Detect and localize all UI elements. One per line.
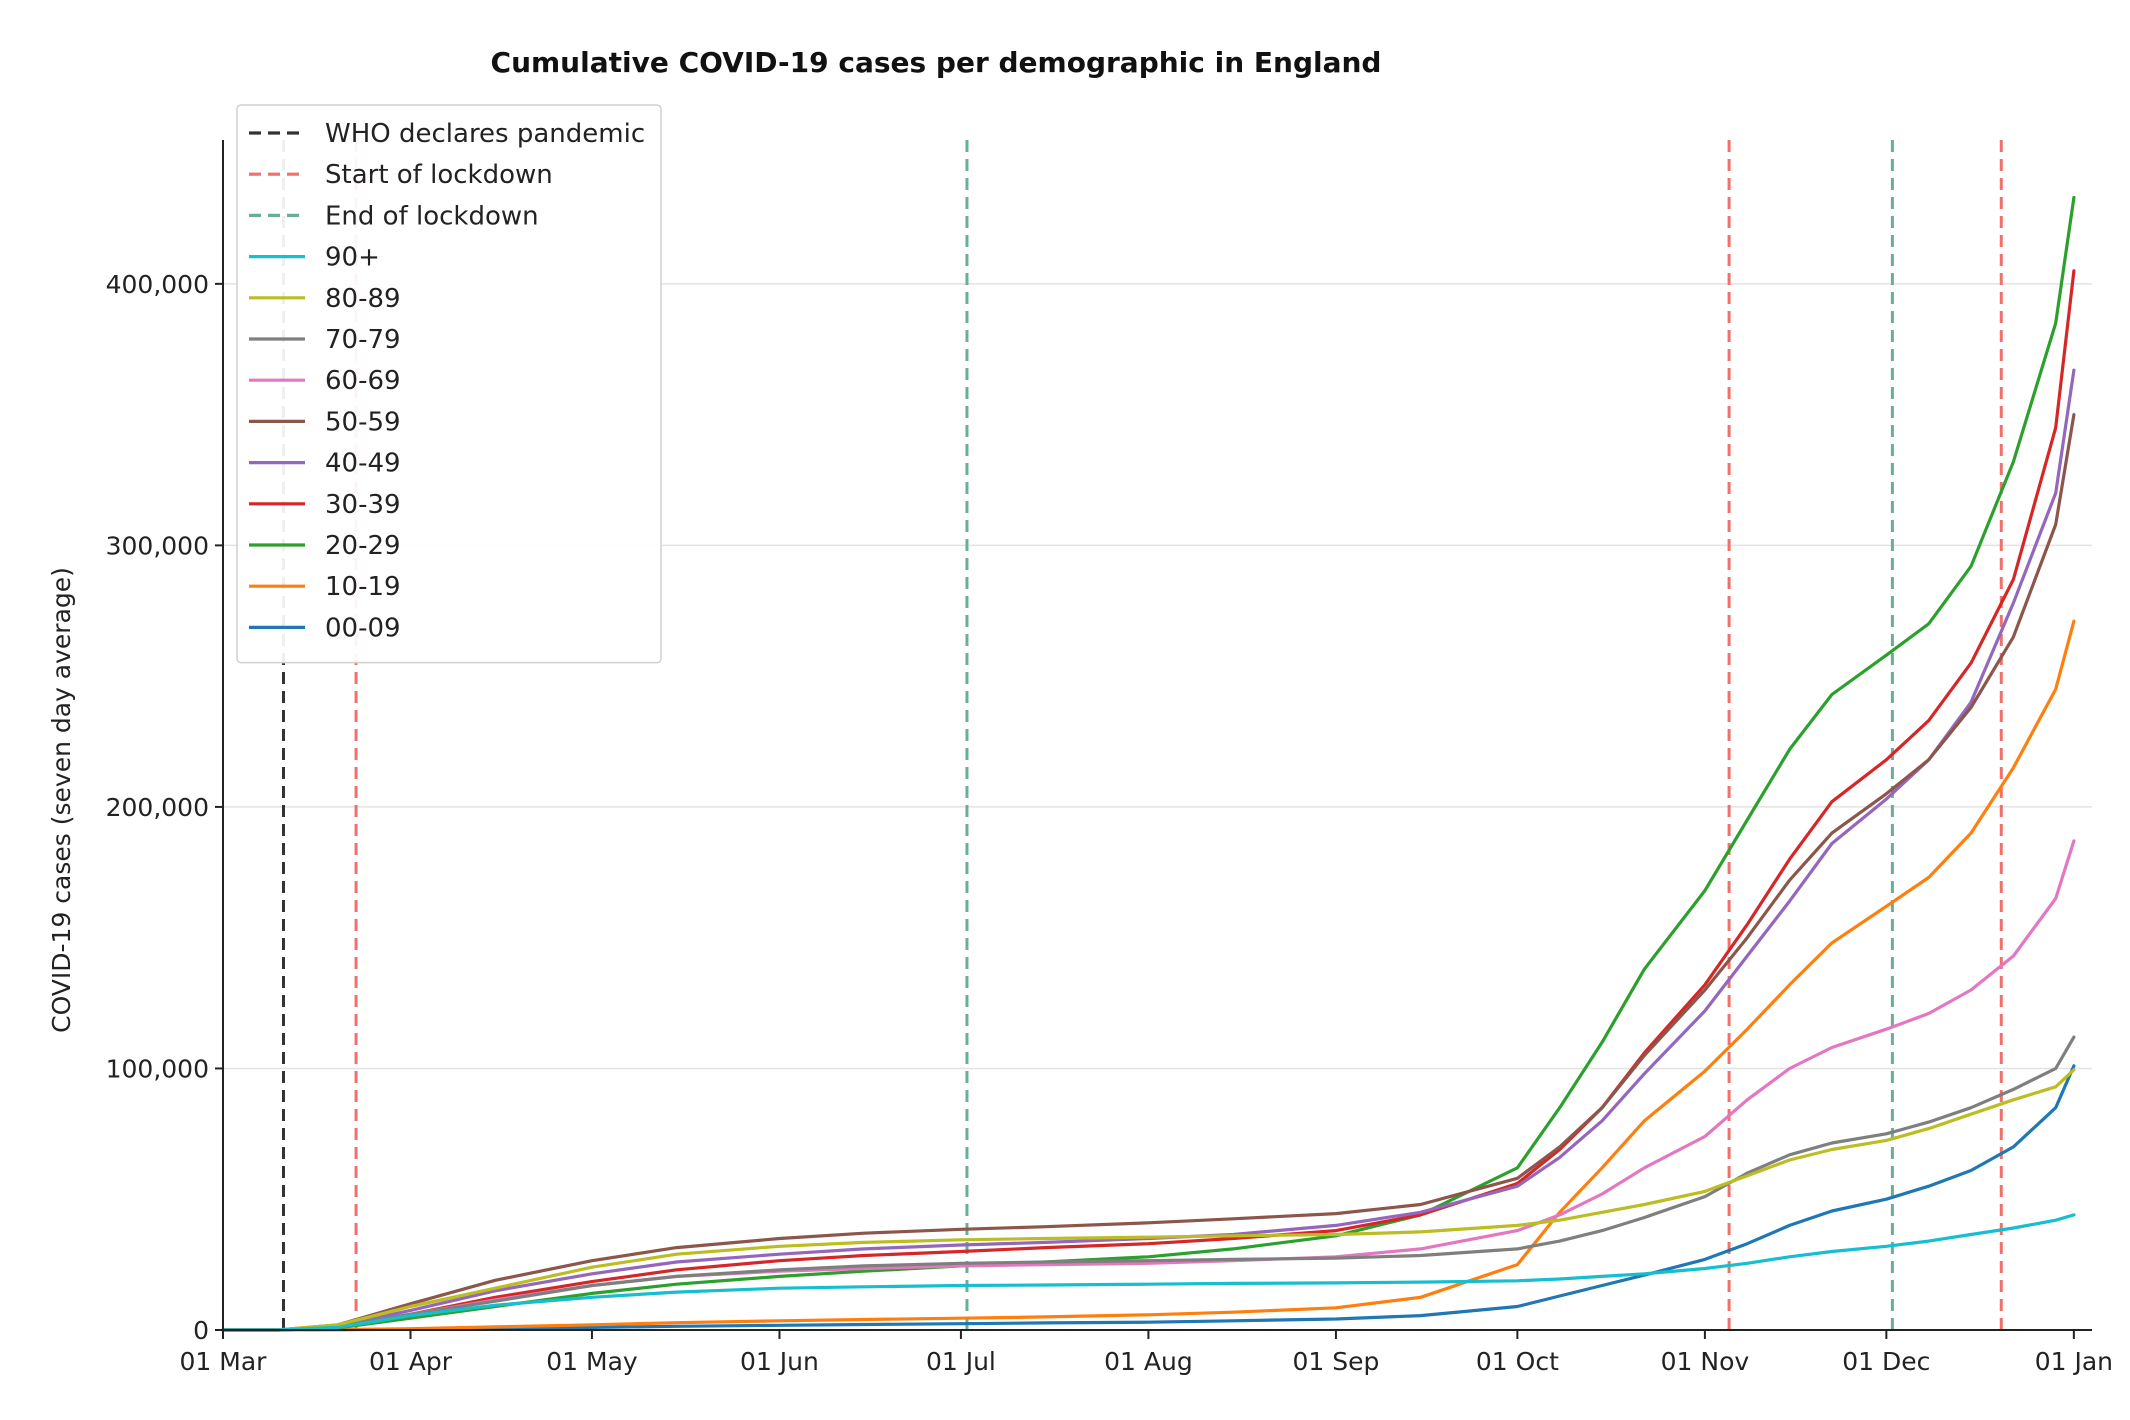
x-tick-label: 01 Jan (2035, 1347, 2113, 1376)
axes: 0 100,000 200,000 300,000 400,000 01 Mar 01 Ap… (106, 140, 2113, 1376)
series-lines (221, 195, 2076, 1332)
series-line-40-49 (221, 368, 2076, 1332)
x-tick-label: 01 Apr (369, 1347, 453, 1376)
series-line-70-79 (221, 1035, 2076, 1332)
series-line-00-09 (221, 1064, 2076, 1332)
y-tick-label: 300,000 (106, 531, 209, 560)
series-line-50-59 (221, 413, 2076, 1332)
x-tick-label: 01 May (546, 1347, 638, 1376)
x-tick-label: 01 Dec (1842, 1347, 1930, 1376)
legend-label-end-of-lockdown: End of lockdown (325, 201, 539, 231)
x-tick-label: 01 Nov (1661, 1347, 1750, 1376)
series-line-80-89 (221, 1068, 2076, 1332)
chart-title: Cumulative COVID-19 cases per demographi… (491, 46, 1382, 79)
legend-label-00-09: 00-09 (325, 613, 401, 643)
x-tick-label: 01 Aug (1104, 1347, 1193, 1376)
legend: WHO declares pandemic Start of lockdown En… (236, 104, 662, 664)
legend-label-10-19: 10-19 (325, 572, 401, 602)
x-tick-label: 01 Oct (1476, 1347, 1559, 1376)
legend-label-70-79: 70-79 (325, 325, 401, 355)
legend-label-40-49: 40-49 (325, 449, 401, 479)
legend-label-start-of-lockdown: Start of lockdown (325, 160, 553, 190)
legend-label-who-declares-pandemic: WHO declares pandemic (325, 119, 645, 149)
legend-label-50-59: 50-59 (325, 407, 401, 437)
legend-label-20-29: 20-29 (325, 531, 401, 561)
legend-box (236, 104, 662, 664)
legend-label-80-89: 80-89 (325, 284, 401, 314)
series-line-30-39 (221, 269, 2076, 1332)
y-tick-label: 100,000 (106, 1054, 209, 1083)
y-axis-title: COVID-19 cases (seven day average) (47, 567, 76, 1033)
x-tick-label: 01 Mar (180, 1347, 268, 1376)
series-line-90 (221, 1213, 2076, 1332)
legend-label-90: 90+ (325, 243, 380, 273)
y-tick-label: 200,000 (106, 793, 209, 822)
y-tick-label: 0 (193, 1316, 209, 1345)
x-tick-label: 01 Jul (926, 1347, 996, 1376)
y-tick-label: 400,000 (106, 270, 209, 299)
series-line-10-19 (221, 619, 2076, 1332)
legend-label-30-39: 30-39 (325, 490, 401, 520)
legend-label-60-69: 60-69 (325, 366, 401, 396)
x-tick-label: 01 Jun (740, 1347, 819, 1376)
x-tick-label: 01 Sep (1292, 1347, 1379, 1376)
